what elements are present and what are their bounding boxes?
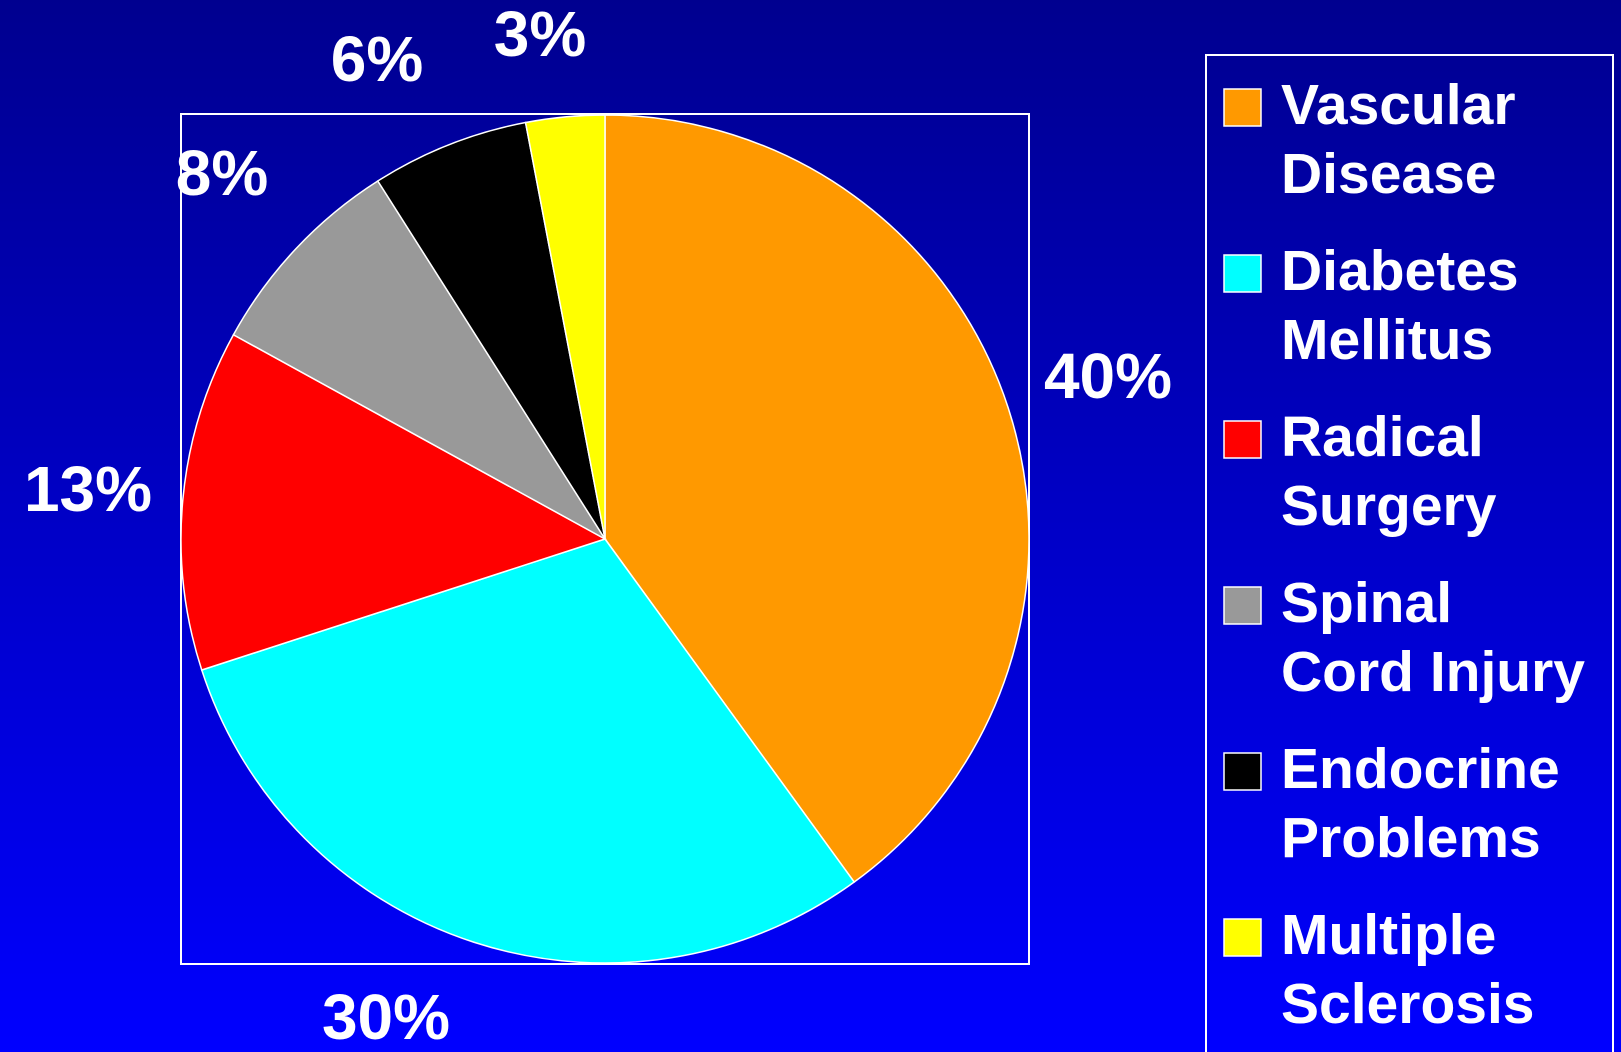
pie-slice bbox=[604, 114, 1030, 884]
pie-slice bbox=[524, 114, 606, 540]
legend-label: Endocrine Problems bbox=[1281, 737, 1560, 870]
legend-swatch bbox=[1223, 88, 1262, 127]
legend-swatch bbox=[1223, 586, 1262, 625]
data-label: 13% bbox=[24, 453, 152, 525]
legend-label: Multiple Sclerosis bbox=[1281, 903, 1535, 1036]
data-label: 3% bbox=[494, 0, 587, 70]
legend-swatch bbox=[1223, 420, 1262, 459]
legend-swatch bbox=[1223, 752, 1262, 791]
pie-slice bbox=[180, 333, 607, 671]
legend-swatch bbox=[1223, 918, 1262, 957]
legend-label: Radical Surgery bbox=[1281, 405, 1497, 538]
data-label: 40% bbox=[1044, 340, 1172, 412]
legend-swatch bbox=[1223, 254, 1262, 293]
data-label: 30% bbox=[322, 981, 450, 1052]
legend-label: Spinal Cord Injury bbox=[1281, 571, 1585, 704]
legend-label: Vascular Disease bbox=[1281, 73, 1516, 206]
legend-label: Diabetes Mellitus bbox=[1281, 239, 1519, 372]
pie-slice bbox=[376, 121, 606, 540]
pie-slice bbox=[200, 538, 856, 964]
legend-frame bbox=[1205, 54, 1614, 1052]
data-label: 8% bbox=[176, 137, 269, 209]
data-label: 6% bbox=[331, 23, 424, 95]
pie-slice bbox=[232, 179, 606, 540]
